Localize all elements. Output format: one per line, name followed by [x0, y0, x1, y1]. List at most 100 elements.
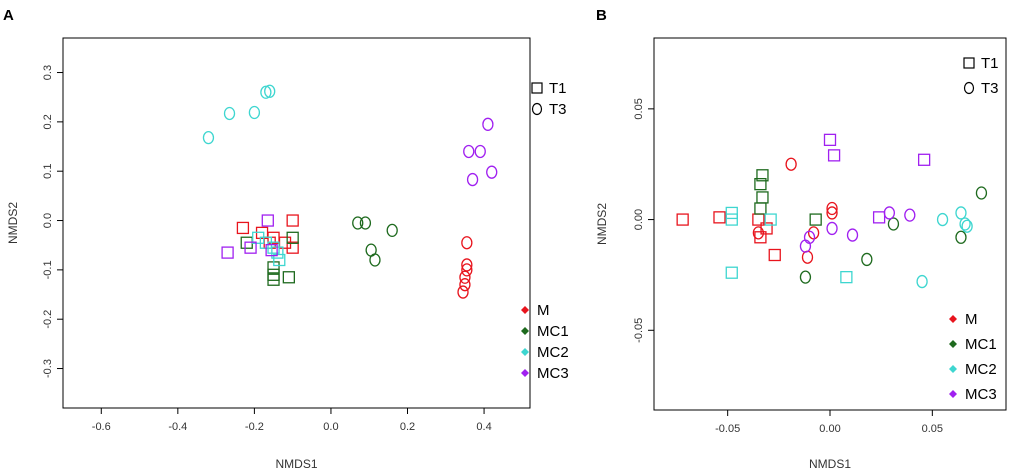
legend-diamond-icon: [521, 348, 529, 356]
point-m-t1: [286, 214, 299, 227]
point-m-t1: [768, 248, 781, 262]
y-tick-label: 0.05: [633, 98, 645, 119]
point-mc2-t3: [264, 84, 276, 98]
point-mc3-t3: [826, 221, 838, 236]
legend-group-label: M: [537, 302, 550, 319]
point-mc2-t1: [725, 266, 738, 279]
y-tick-label: 0.3: [42, 65, 54, 80]
x-tick-label: -0.2: [245, 421, 264, 433]
point-mc3-t3: [466, 172, 479, 187]
point-mc1-t3: [887, 217, 900, 231]
point-mc2-t3: [202, 131, 215, 145]
y-tick-label: 0.2: [42, 114, 54, 129]
point-mc1-t3: [386, 223, 398, 238]
panel-label: A: [3, 7, 14, 24]
point-mc3-t1: [872, 211, 886, 224]
point-m-t1: [713, 211, 726, 224]
point-m-t3: [459, 278, 471, 292]
point-mc1-t1: [754, 202, 767, 215]
legend-square-icon: [531, 82, 543, 94]
legend-diamond-icon: [521, 327, 529, 335]
point-mc1-t3: [975, 186, 988, 200]
point-mc1-t1: [754, 177, 767, 191]
point-m-t3: [457, 285, 469, 299]
point-mc1-t1: [286, 231, 299, 244]
point-mc1-t3: [352, 216, 364, 230]
x-tick-label: 0.0: [323, 421, 338, 433]
point-mc3-t3: [474, 144, 486, 159]
legend-square-icon: [963, 57, 975, 69]
point-mc3-t3: [482, 117, 494, 131]
y-axis-title: NMDS2: [6, 202, 20, 244]
point-mc1-t3: [369, 253, 381, 267]
point-mc2-t3: [260, 85, 272, 99]
legend-group-label: MC3: [537, 365, 569, 382]
point-mc3-t1: [823, 133, 837, 147]
legend-group-label: MC1: [965, 336, 997, 353]
legend-group-label: MC2: [537, 344, 569, 361]
x-tick-label: 0.2: [400, 421, 415, 433]
point-mc1-t1: [267, 273, 280, 286]
y-tick-label: -0.2: [42, 310, 54, 329]
point-mc1-t3: [861, 252, 873, 267]
legend-group-label: MC1: [537, 323, 569, 340]
point-mc2-t3: [223, 106, 236, 121]
y-tick-label: -0.3: [42, 359, 54, 378]
x-tick-label: 0.00: [819, 423, 840, 435]
legend-circle-icon: [963, 81, 975, 95]
legend-shape-label: T3: [981, 80, 999, 97]
legend-diamond-icon: [521, 306, 529, 314]
point-mc2-t3: [936, 212, 949, 227]
x-tick-label: 0.05: [922, 423, 943, 435]
point-m-t1: [286, 241, 299, 254]
legend-group-label: MC3: [965, 386, 997, 403]
point-mc3-t3: [463, 144, 475, 159]
point-mc3-t1: [261, 214, 274, 227]
panel-label: B: [596, 7, 607, 24]
point-mc1-t3: [955, 230, 967, 244]
legend-diamond-icon: [949, 340, 957, 348]
legend-group-label: MC2: [965, 361, 997, 378]
point-mc3-t1: [221, 246, 234, 259]
point-mc3-t1: [265, 243, 278, 257]
x-axis-title: NMDS1: [809, 457, 851, 471]
y-tick-label: 0.0: [42, 213, 54, 228]
point-mc3-t1: [917, 153, 931, 166]
x-tick-label: -0.6: [92, 421, 111, 433]
y-tick-label: -0.1: [42, 260, 54, 279]
point-mc1-t3: [359, 216, 372, 230]
x-tick-label: 0.4: [476, 421, 491, 433]
legend-circle-icon: [531, 102, 543, 116]
point-mc1-t3: [799, 270, 812, 284]
point-mc2-t1: [725, 206, 738, 220]
point-m-t1: [236, 221, 250, 235]
point-mc2-t1: [725, 213, 738, 226]
point-mc3-t3: [803, 230, 816, 244]
point-mc2-t3: [248, 105, 261, 120]
point-mc1-t1: [282, 271, 295, 284]
point-m-t3: [752, 226, 765, 240]
legend-group-label: M: [965, 311, 978, 328]
point-mc3-t3: [846, 228, 859, 242]
point-mc3-t3: [904, 208, 916, 222]
point-m-t1: [676, 213, 689, 226]
point-mc3-t1: [827, 149, 841, 162]
point-mc2-t3: [961, 219, 973, 233]
point-mc3-t3: [486, 165, 498, 179]
x-tick-label: -0.05: [715, 423, 740, 435]
point-mc2-t3: [916, 274, 928, 289]
point-mc3-t1: [244, 241, 257, 254]
point-m-t3: [807, 226, 820, 240]
x-axis-title: NMDS1: [275, 457, 317, 471]
point-mc2-t3: [959, 217, 971, 231]
point-mc2-t1: [764, 213, 777, 226]
point-m-t3: [459, 270, 471, 284]
point-mc2-t1: [840, 270, 853, 284]
point-m-t3: [826, 201, 838, 216]
plot-frame: [62, 37, 531, 409]
point-m-t3: [461, 258, 473, 272]
legend-shape-label: T1: [981, 55, 999, 72]
point-m-t3: [785, 157, 797, 171]
point-m-t3: [826, 206, 838, 220]
